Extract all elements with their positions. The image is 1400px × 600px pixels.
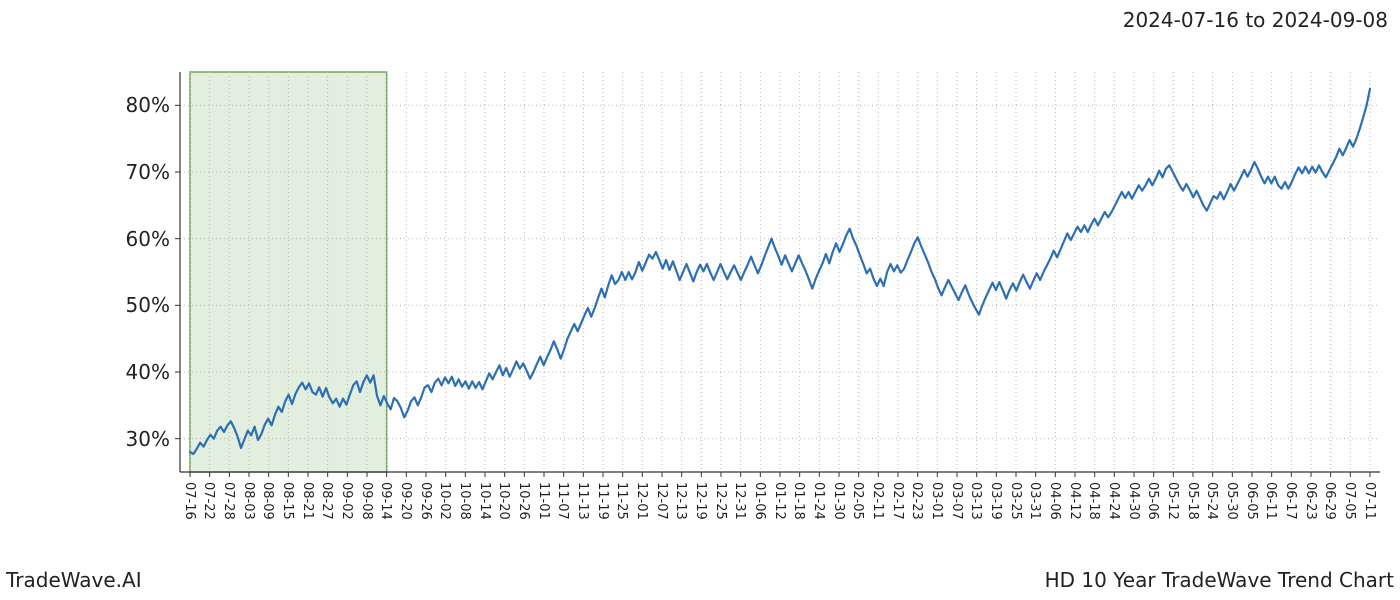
x-tick-label: 04-18	[1086, 482, 1101, 520]
x-tick-label: 03-07	[949, 482, 964, 520]
x-tick-label: 05-18	[1185, 482, 1200, 520]
x-tick-label: 05-30	[1224, 482, 1239, 520]
y-tick-label: 50%	[120, 293, 170, 317]
x-tick-label: 05-06	[1145, 482, 1160, 520]
x-tick-label: 12-19	[693, 482, 708, 520]
x-tick-label: 06-29	[1322, 482, 1337, 520]
x-tick-label: 07-11	[1362, 482, 1377, 520]
x-tick-label: 01-12	[772, 482, 787, 520]
x-tick-label: 08-15	[280, 482, 295, 520]
date-range-label: 2024-07-16 to 2024-09-08	[1123, 8, 1388, 32]
x-tick-label: 04-06	[1047, 482, 1062, 520]
x-tick-label: 01-24	[811, 482, 826, 520]
x-tick-label: 09-20	[398, 482, 413, 520]
y-tick-label: 40%	[120, 360, 170, 384]
y-tick-label: 70%	[120, 160, 170, 184]
x-tick-label: 11-07	[555, 482, 570, 520]
x-tick-label: 08-09	[260, 482, 275, 520]
x-tick-label: 12-31	[732, 482, 747, 520]
x-tick-label: 08-21	[300, 482, 315, 520]
x-tick-label: 07-05	[1342, 482, 1357, 520]
x-tick-label: 09-08	[359, 482, 374, 520]
x-tick-label: 05-12	[1165, 482, 1180, 520]
footer-title: HD 10 Year TradeWave Trend Chart	[1045, 568, 1394, 592]
x-tick-label: 07-22	[201, 482, 216, 520]
x-tick-label: 02-17	[890, 482, 905, 520]
x-tick-label: 09-02	[339, 482, 354, 520]
x-tick-label: 11-13	[575, 482, 590, 520]
chart-container: 2024-07-16 to 2024-09-08 TradeWave.AI HD…	[0, 0, 1400, 600]
y-tick-label: 30%	[120, 427, 170, 451]
x-tick-label: 12-13	[673, 482, 688, 520]
x-tick-label: 10-02	[437, 482, 452, 520]
x-tick-label: 10-14	[477, 482, 492, 520]
x-tick-label: 08-27	[319, 482, 334, 520]
x-tick-label: 12-25	[713, 482, 728, 520]
x-tick-label: 06-17	[1283, 482, 1298, 520]
x-tick-label: 12-07	[654, 482, 669, 520]
x-tick-label: 11-19	[595, 482, 610, 520]
x-tick-label: 09-14	[378, 482, 393, 520]
y-tick-label: 80%	[120, 93, 170, 117]
x-tick-label: 03-01	[929, 482, 944, 520]
x-tick-label: 06-11	[1263, 482, 1278, 520]
x-tick-label: 12-01	[634, 482, 649, 520]
x-tick-label: 10-26	[516, 482, 531, 520]
x-tick-label: 02-23	[909, 482, 924, 520]
x-tick-label: 04-24	[1106, 482, 1121, 520]
x-tick-label: 09-26	[418, 482, 433, 520]
x-tick-label: 11-25	[614, 482, 629, 520]
x-tick-label: 02-05	[850, 482, 865, 520]
x-tick-label: 11-01	[536, 482, 551, 520]
x-tick-label: 08-03	[241, 482, 256, 520]
plot-area	[180, 72, 1380, 472]
footer-brand: TradeWave.AI	[6, 568, 142, 592]
x-tick-label: 03-25	[1008, 482, 1023, 520]
x-tick-label: 06-23	[1303, 482, 1318, 520]
x-tick-label: 01-18	[791, 482, 806, 520]
x-tick-label: 07-16	[182, 482, 197, 520]
x-tick-label: 01-30	[831, 482, 846, 520]
x-tick-label: 07-28	[221, 482, 236, 520]
x-tick-label: 03-13	[968, 482, 983, 520]
x-tick-label: 03-31	[1027, 482, 1042, 520]
x-tick-label: 05-24	[1204, 482, 1219, 520]
x-tick-label: 10-20	[496, 482, 511, 520]
x-tick-label: 10-08	[457, 482, 472, 520]
chart-svg	[180, 72, 1380, 472]
x-tick-label: 04-12	[1067, 482, 1082, 520]
x-tick-label: 06-05	[1244, 482, 1259, 520]
x-tick-label: 03-19	[988, 482, 1003, 520]
y-tick-label: 60%	[120, 227, 170, 251]
x-tick-label: 04-30	[1126, 482, 1141, 520]
x-tick-label: 01-06	[752, 482, 767, 520]
x-tick-label: 02-11	[870, 482, 885, 520]
